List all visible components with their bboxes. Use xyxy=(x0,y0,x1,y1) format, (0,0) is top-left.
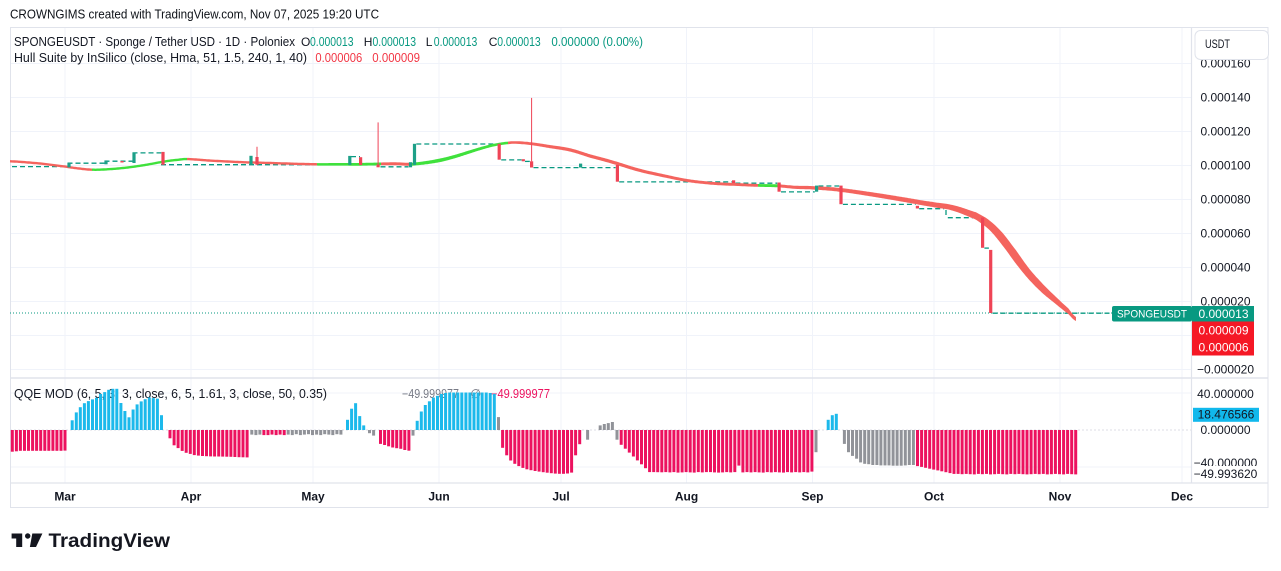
svg-text:0.000013: 0.000013 xyxy=(434,35,478,49)
svg-text:0.000000 (0.00%): 0.000000 (0.00%) xyxy=(551,35,643,49)
svg-text:−49.999977: −49.999977 xyxy=(491,387,550,401)
svg-text:O: O xyxy=(301,35,310,49)
svg-text:0.000006: 0.000006 xyxy=(315,51,362,65)
svg-text:SPONGEUSDT · Sponge / Tether U: SPONGEUSDT · Sponge / Tether USD · 1D · … xyxy=(14,35,296,49)
svg-text:0.000120: 0.000120 xyxy=(1200,125,1250,139)
svg-text:May: May xyxy=(301,490,325,504)
svg-text:0.000013: 0.000013 xyxy=(1198,307,1248,321)
svg-text:0.000100: 0.000100 xyxy=(1200,159,1250,173)
svg-text:Hull Suite by InSilico (close,: Hull Suite by InSilico (close, Hma, 51, … xyxy=(14,51,307,65)
svg-text:Sep: Sep xyxy=(801,490,823,504)
svg-text:0.000080: 0.000080 xyxy=(1200,193,1250,207)
svg-text:0.000020: 0.000020 xyxy=(1200,295,1250,309)
svg-text:∅: ∅ xyxy=(470,387,481,401)
svg-text:0.000040: 0.000040 xyxy=(1200,261,1250,275)
svg-text:0.000009: 0.000009 xyxy=(372,51,420,65)
svg-text:TradingView: TradingView xyxy=(49,530,171,552)
svg-text:USDT: USDT xyxy=(1205,37,1231,51)
svg-text:QQE MOD (6, 5, 3, 3, close, 6,: QQE MOD (6, 5, 3, 3, close, 6, 5, 1.61, … xyxy=(14,387,327,401)
svg-text:Dec: Dec xyxy=(1171,490,1193,504)
svg-text:0.000000: 0.000000 xyxy=(1200,423,1250,437)
svg-text:Jul: Jul xyxy=(552,490,569,504)
svg-text:H: H xyxy=(364,35,373,49)
svg-text:0.000013: 0.000013 xyxy=(373,35,417,49)
svg-text:L: L xyxy=(426,35,433,49)
svg-text:−0.000020: −0.000020 xyxy=(1197,363,1254,377)
svg-text:Jun: Jun xyxy=(428,490,449,504)
svg-text:0.000009: 0.000009 xyxy=(1198,323,1248,337)
svg-text:−49.993620: −49.993620 xyxy=(1194,467,1258,481)
svg-text:40.000000: 40.000000 xyxy=(1197,387,1254,401)
svg-text:Aug: Aug xyxy=(675,490,698,504)
svg-text:0.000140: 0.000140 xyxy=(1200,91,1250,105)
svg-text:18.476566: 18.476566 xyxy=(1198,408,1255,422)
svg-text:0.000013: 0.000013 xyxy=(497,35,541,49)
svg-text:SPONGEUSDT: SPONGEUSDT xyxy=(1117,309,1187,321)
svg-text:Oct: Oct xyxy=(924,490,944,504)
svg-text:0.000013: 0.000013 xyxy=(310,35,354,49)
svg-text:0.000006: 0.000006 xyxy=(1198,340,1248,354)
svg-text:Nov: Nov xyxy=(1049,490,1072,504)
svg-text:0.000060: 0.000060 xyxy=(1200,227,1250,241)
svg-text:C: C xyxy=(489,35,498,49)
svg-text:CROWNGIMS created with Trading: CROWNGIMS created with TradingView.com, … xyxy=(10,7,379,22)
svg-text:Apr: Apr xyxy=(181,490,202,504)
svg-text:Mar: Mar xyxy=(54,490,76,504)
